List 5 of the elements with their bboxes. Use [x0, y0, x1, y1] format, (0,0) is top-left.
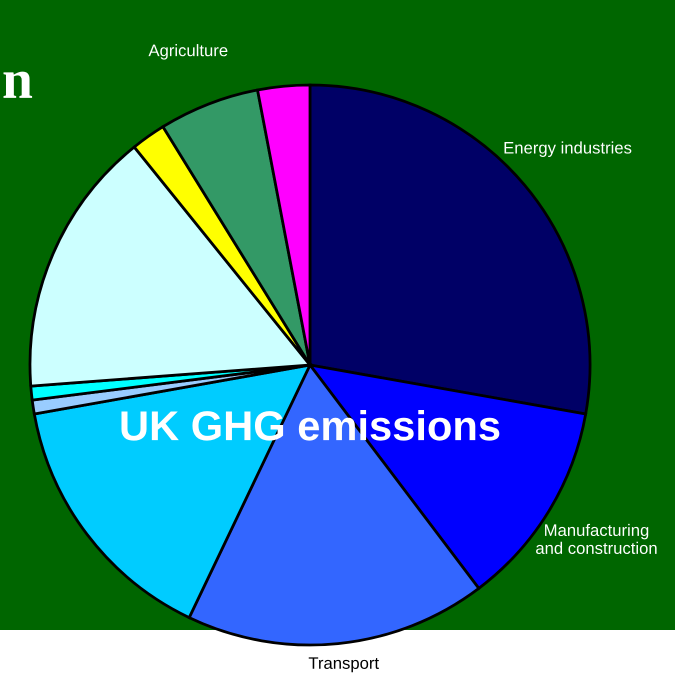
slice-label: Agriculture	[148, 44, 228, 60]
slice-label: Energy industries	[504, 141, 632, 157]
slice-label: Transport	[308, 657, 379, 672]
slice-label: Manufacturing and construction	[536, 524, 657, 554]
text: n	[4, 72, 32, 98]
